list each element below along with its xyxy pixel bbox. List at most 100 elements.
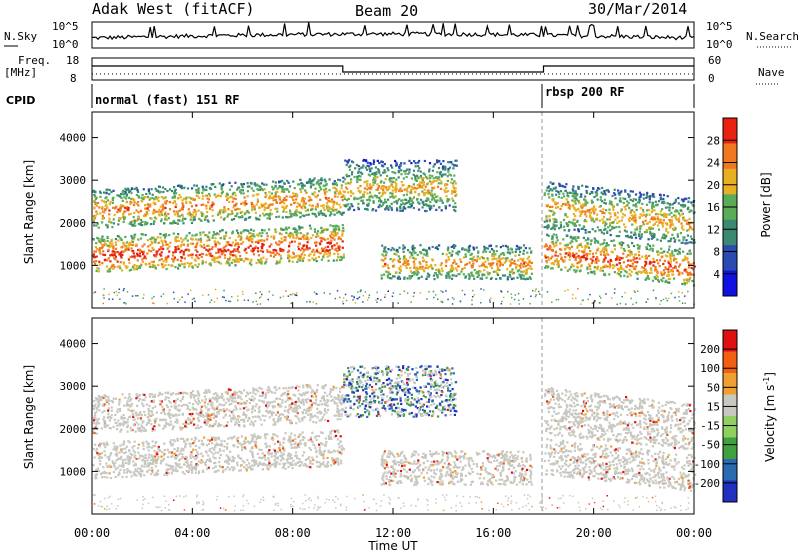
- power-cell: [564, 214, 567, 217]
- power-cell: [447, 189, 450, 193]
- power-cell: [652, 193, 655, 196]
- power-cell: [567, 253, 570, 256]
- power-cell: [514, 250, 517, 253]
- power-cell: [617, 272, 620, 275]
- power-cell: [112, 222, 115, 225]
- power-cell: [511, 258, 514, 261]
- power-cell: [144, 233, 147, 237]
- power-cell: [393, 181, 396, 184]
- power-cell: [263, 229, 266, 232]
- power-cell: [425, 254, 428, 257]
- power-cell: [387, 272, 390, 275]
- power-cell: [295, 208, 298, 211]
- power-cell: [363, 158, 366, 162]
- power-cell: [520, 273, 523, 277]
- power-cell: [213, 260, 216, 264]
- power-cell: [408, 159, 411, 162]
- power-cell: [655, 274, 658, 277]
- power-cell: [482, 256, 485, 260]
- power-noise: [621, 295, 623, 298]
- power-cell: [137, 238, 140, 241]
- power-cell: [609, 264, 612, 267]
- power-cell: [499, 253, 502, 256]
- power-cell: [504, 244, 508, 248]
- power-cell: [488, 262, 491, 265]
- power-cell: [420, 252, 423, 255]
- power-cell: [479, 270, 482, 273]
- power-cell: [559, 221, 562, 224]
- power-cell: [235, 214, 238, 217]
- power-cell: [578, 201, 581, 204]
- power-cell: [180, 249, 183, 252]
- power-cell: [377, 185, 381, 188]
- power-cell: [328, 178, 331, 181]
- power-cell: [577, 199, 580, 203]
- power-cell: [398, 271, 401, 274]
- power-cell: [357, 165, 360, 168]
- power-noise: [342, 302, 345, 305]
- velocity-cell: [142, 444, 145, 447]
- power-cell: [399, 265, 402, 268]
- power-cell: [292, 251, 295, 254]
- power-cell: [432, 204, 435, 207]
- power-cell: [448, 173, 451, 176]
- power-cell: [111, 226, 114, 229]
- power-noise: [362, 301, 364, 303]
- power-cell: [594, 240, 597, 244]
- power-cell: [251, 241, 254, 244]
- power-noise: [440, 300, 442, 303]
- power-cell: [671, 267, 675, 270]
- power-cell: [277, 215, 281, 218]
- power-cell: [337, 245, 340, 248]
- power-cell: [455, 274, 458, 278]
- power-cell: [175, 192, 178, 195]
- power-cell: [248, 185, 251, 188]
- power-cell: [94, 250, 98, 253]
- power-cell: [185, 196, 188, 199]
- power-cell: [265, 232, 268, 235]
- power-cell: [353, 208, 356, 212]
- power-cell: [683, 278, 686, 281]
- velocity-cell: [211, 442, 214, 445]
- power-cell: [197, 238, 200, 241]
- power-cell: [323, 191, 326, 194]
- power-cell: [162, 266, 165, 269]
- power-cell: [515, 248, 518, 251]
- power-noise: [376, 291, 378, 294]
- power-cell: [598, 219, 601, 222]
- power-cell: [471, 274, 474, 277]
- power-cell: [313, 253, 316, 257]
- power-cell: [653, 195, 656, 198]
- power-cell: [428, 274, 431, 277]
- power-cell: [620, 219, 623, 222]
- power-cell: [676, 252, 679, 255]
- power-cell: [236, 212, 239, 215]
- power-cell: [669, 226, 672, 229]
- power-cell: [475, 260, 478, 263]
- velocity-cell: [308, 456, 311, 459]
- power-cell: [601, 186, 604, 190]
- power-noise: [213, 301, 216, 303]
- power-cell: [574, 191, 577, 194]
- power-noise: [352, 299, 354, 301]
- power-noise: [223, 296, 225, 299]
- power-cell: [314, 208, 317, 211]
- power-cell: [423, 270, 426, 273]
- power-cell: [212, 234, 215, 237]
- power-cell: [641, 202, 644, 205]
- power-cell: [228, 200, 231, 204]
- power-cell: [675, 218, 678, 221]
- power-cell: [276, 207, 279, 210]
- power-cell: [510, 277, 513, 281]
- power-cell: [522, 262, 526, 265]
- power-cell: [603, 253, 606, 256]
- power-cell: [379, 174, 382, 177]
- power-noise: [681, 302, 684, 304]
- power-cell: [213, 258, 216, 261]
- power-cell: [162, 190, 165, 194]
- power-cell: [470, 252, 473, 256]
- power-cell: [632, 265, 635, 268]
- power-cell: [288, 185, 292, 188]
- power-cell: [375, 188, 378, 191]
- power-cell: [652, 244, 655, 247]
